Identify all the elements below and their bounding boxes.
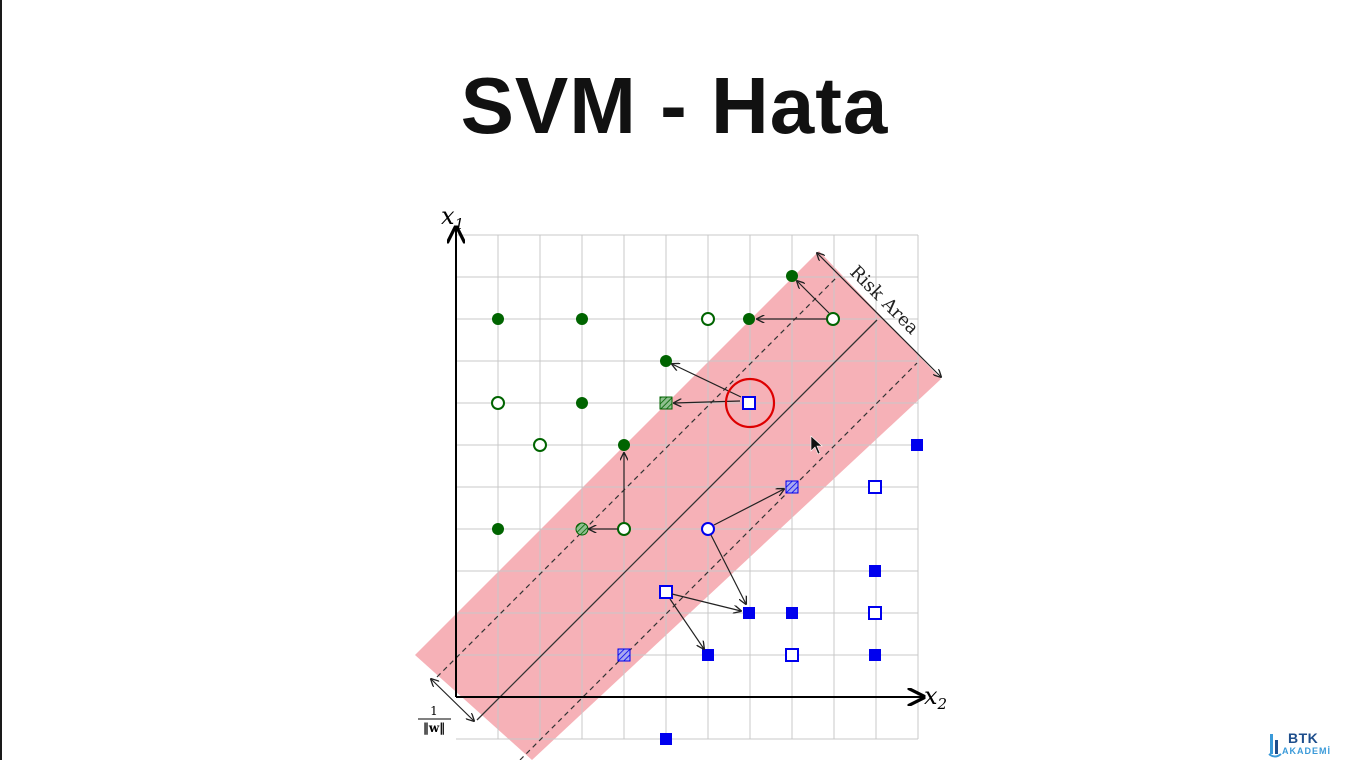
error-arrow	[671, 593, 741, 611]
blue-filled-point	[702, 649, 714, 661]
blue-open-point	[868, 480, 882, 494]
brand-subtitle: AKADEMİ	[1282, 746, 1331, 756]
blue-filled-point	[911, 439, 923, 451]
error-arrow	[669, 598, 704, 649]
margin-label: 1 ‖w‖	[418, 704, 451, 735]
slide-title: SVM - Hata	[460, 61, 889, 150]
blue-hatched-point	[617, 648, 631, 662]
brand-logo-icon	[1268, 734, 1282, 758]
frame-edge	[0, 0, 2, 760]
green-filled-point	[660, 355, 672, 367]
blue-filled-point	[869, 649, 881, 661]
svg-text:‖w‖: ‖w‖	[423, 721, 445, 735]
green-open-point	[617, 522, 631, 536]
brand-name: BTK	[1288, 730, 1319, 746]
error-arrow	[674, 401, 741, 403]
margin-line-upper	[436, 275, 839, 678]
green-filled-point	[786, 270, 798, 282]
green-filled-point	[618, 439, 630, 451]
risk-band	[415, 251, 941, 760]
green-open-point	[701, 312, 715, 326]
decision-boundary	[476, 319, 878, 721]
green-open-point	[491, 396, 505, 410]
error-arrow	[710, 534, 746, 604]
blue-hatched-point	[785, 480, 799, 494]
green-filled-point	[576, 313, 588, 325]
x2-axis-label: x2	[924, 682, 947, 713]
green-open-point	[533, 438, 547, 452]
green-filled-point	[743, 313, 755, 325]
margin-dimension	[431, 679, 474, 721]
highlight-circle	[724, 377, 776, 429]
blue-filled-point	[786, 607, 798, 619]
green-hatched-point	[575, 522, 589, 536]
error-arrow	[713, 489, 784, 526]
green-filled-point	[576, 397, 588, 409]
green-filled-point	[492, 523, 504, 535]
green-hatched-point	[659, 396, 673, 410]
mouse-pointer-icon	[810, 435, 823, 455]
blue-filled-point	[743, 607, 755, 619]
blue-filled-point	[660, 733, 672, 745]
blue-open-point	[785, 648, 799, 662]
x1-axis-label: x1	[441, 202, 464, 233]
margin-line-lower	[519, 362, 918, 760]
brand-logo: BTK AKADEMİ	[1268, 728, 1348, 760]
blue-open-point	[701, 522, 715, 536]
blue-open-point	[659, 585, 673, 599]
risk-area-dimension	[817, 253, 941, 377]
green-filled-point	[492, 313, 504, 325]
green-open-point	[826, 312, 840, 326]
svg-text:1: 1	[430, 704, 438, 718]
blue-open-point	[868, 606, 882, 620]
blue-open-point	[742, 396, 756, 410]
error-arrow	[797, 281, 830, 314]
blue-filled-point	[869, 565, 881, 577]
